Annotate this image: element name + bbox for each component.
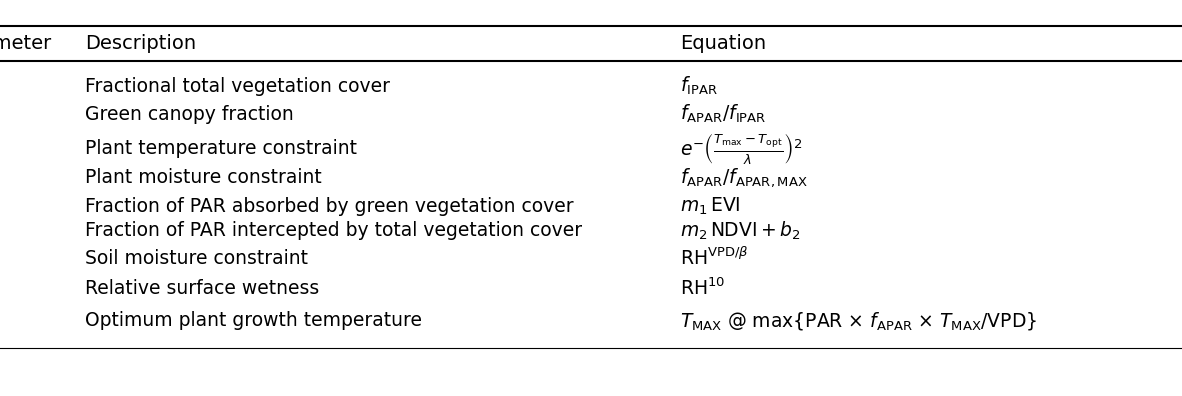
Text: Plant moisture constraint: Plant moisture constraint (85, 169, 322, 187)
Text: Optimum plant growth temperature: Optimum plant growth temperature (85, 312, 422, 331)
Text: Fractional total vegetation cover: Fractional total vegetation cover (85, 76, 390, 95)
Text: Relative surface wetness: Relative surface wetness (85, 278, 319, 297)
Text: $e^{-}\left(\frac{T_{\mathrm{max}}-T_{\mathrm{opt}}}{\lambda}\right)^{2}$: $e^{-}\left(\frac{T_{\mathrm{max}}-T_{\m… (680, 131, 803, 166)
Text: Equation: Equation (680, 34, 766, 53)
Text: $\mathrm{RH}^{10}$: $\mathrm{RH}^{10}$ (680, 277, 726, 299)
Text: Plant temperature constraint: Plant temperature constraint (85, 139, 357, 158)
Text: $m_{1}\,\mathrm{EVI}$: $m_{1}\,\mathrm{EVI}$ (680, 195, 741, 217)
Text: Fraction of PAR intercepted by total vegetation cover: Fraction of PAR intercepted by total veg… (85, 221, 582, 240)
Text: $f_{\mathrm{IPAR}}$: $f_{\mathrm{IPAR}}$ (680, 75, 717, 97)
Text: Fraction of PAR absorbed by green vegetation cover: Fraction of PAR absorbed by green vegeta… (85, 196, 573, 215)
Text: $f_{\mathrm{APAR}}/f_{\mathrm{APAR,MAX}}$: $f_{\mathrm{APAR}}/f_{\mathrm{APAR,MAX}}… (680, 167, 807, 189)
Text: $\mathrm{RH}^{\mathrm{VPD}/\beta}$: $\mathrm{RH}^{\mathrm{VPD}/\beta}$ (680, 247, 748, 269)
Text: $f_{\mathrm{APAR}}/f_{\mathrm{IPAR}}$: $f_{\mathrm{APAR}}/f_{\mathrm{IPAR}}$ (680, 103, 766, 125)
Text: Parameter: Parameter (0, 34, 51, 53)
Text: Soil moisture constraint: Soil moisture constraint (85, 249, 309, 268)
Text: Green canopy fraction: Green canopy fraction (85, 105, 294, 124)
Text: $m_{2}\,\mathrm{NDVI} + b_{2}$: $m_{2}\,\mathrm{NDVI} + b_{2}$ (680, 220, 800, 242)
Text: Description: Description (85, 34, 196, 53)
Text: $T_{\mathrm{MAX}}$ @ max{PAR $\times$ $f_{\mathrm{APAR}}$ $\times$ $T_{\mathrm{M: $T_{\mathrm{MAX}}$ @ max{PAR $\times$ $f… (680, 310, 1037, 332)
